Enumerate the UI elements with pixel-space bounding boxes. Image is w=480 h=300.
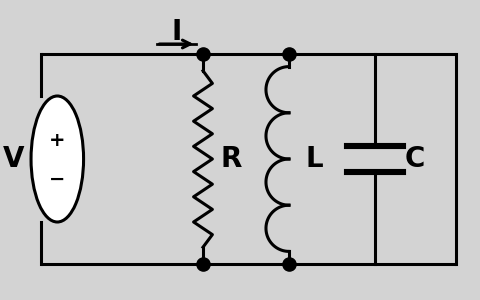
Text: V: V bbox=[2, 145, 24, 173]
Text: L: L bbox=[305, 145, 323, 173]
Ellipse shape bbox=[31, 96, 84, 222]
Text: I: I bbox=[171, 18, 181, 46]
Text: +: + bbox=[49, 130, 66, 150]
Point bbox=[199, 52, 207, 56]
Text: R: R bbox=[220, 145, 241, 173]
Text: −: − bbox=[49, 170, 65, 189]
Point bbox=[285, 262, 293, 266]
Point bbox=[285, 52, 293, 56]
Text: C: C bbox=[405, 145, 425, 173]
Point bbox=[199, 262, 207, 266]
